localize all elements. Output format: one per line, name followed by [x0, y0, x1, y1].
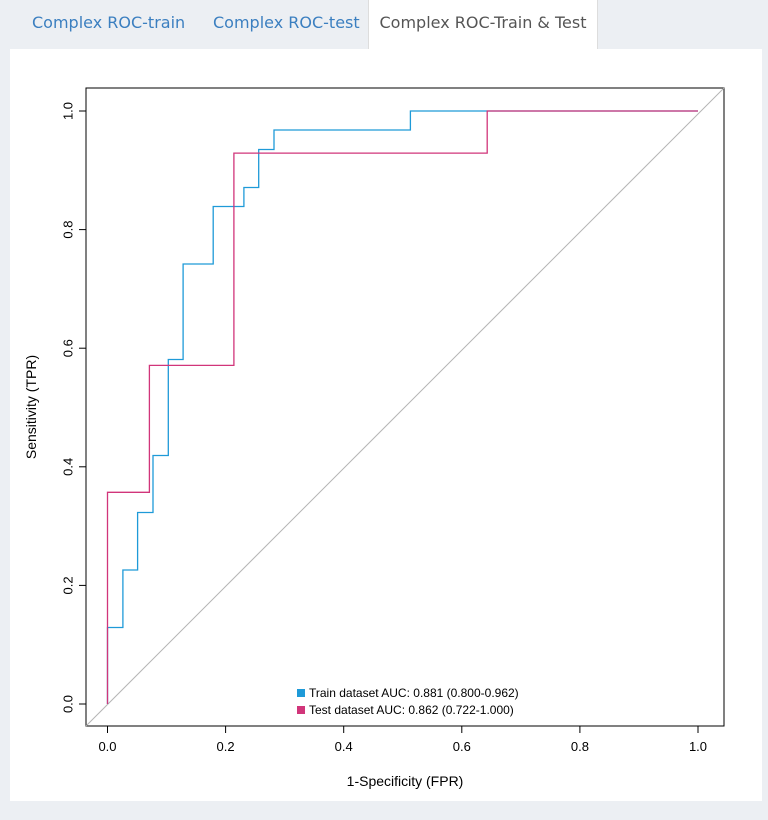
x-tick-label: 0.2	[217, 739, 235, 754]
x-tick-label: 0.6	[453, 739, 471, 754]
legend: Train dataset AUC: 0.881 (0.800-0.962) Te…	[297, 686, 519, 717]
y-tick-label: 0.4	[60, 458, 75, 476]
y-tick-label: 0.6	[60, 339, 75, 357]
y-tick-label: 0.8	[60, 221, 75, 239]
y-tick-label: 0.0	[60, 695, 75, 713]
legend-swatch-2	[297, 706, 305, 714]
tab-complex-roc-test[interactable]: Complex ROC-test	[213, 13, 360, 32]
y-tick-label: 1.0	[60, 102, 75, 120]
tab-content-panel: 0.0 0.2 0.4 0.6 0.8 1.0 0.0 0.2 0.4 0.6 0.8 1.0 1-Sp…	[10, 49, 762, 801]
tab-complex-roc-train-test[interactable]: Complex ROC-Train & Test	[368, 0, 598, 50]
tab-complex-roc-train[interactable]: Complex ROC-train	[32, 13, 186, 32]
legend-label-2: Test dataset AUC: 0.862 (0.722-1.000)	[309, 703, 514, 717]
axes-layer: 0.0 0.2 0.4 0.6 0.8 1.0 0.0 0.2 0.4 0.6 0.8 1.0 1-Sp…	[23, 87, 725, 789]
x-axis-title: 1-Specificity (FPR)	[347, 773, 464, 789]
x-tick-label: 0.0	[98, 739, 116, 754]
legend-label-1: Train dataset AUC: 0.881 (0.800-0.962)	[309, 686, 519, 700]
series-layer	[106, 110, 698, 704]
tab-bar: Complex ROC-train Complex ROC-test Compl…	[0, 0, 768, 50]
diagonal-reference-line	[85, 87, 725, 727]
y-tick-label: 0.2	[60, 576, 75, 594]
legend-swatch-1	[297, 689, 305, 697]
roc-chart: 0.0 0.2 0.4 0.6 0.8 1.0 0.0 0.2 0.4 0.6 0.8 1.0 1-Sp…	[23, 87, 725, 789]
x-tick-label: 1.0	[689, 739, 707, 754]
y-axis-title: Sensitivity (TPR)	[23, 355, 39, 459]
x-tick-label: 0.8	[571, 739, 589, 754]
x-tick-label: 0.4	[335, 739, 353, 754]
roc-curve-series-1	[106, 110, 698, 704]
roc-curve-series-2	[106, 110, 698, 704]
